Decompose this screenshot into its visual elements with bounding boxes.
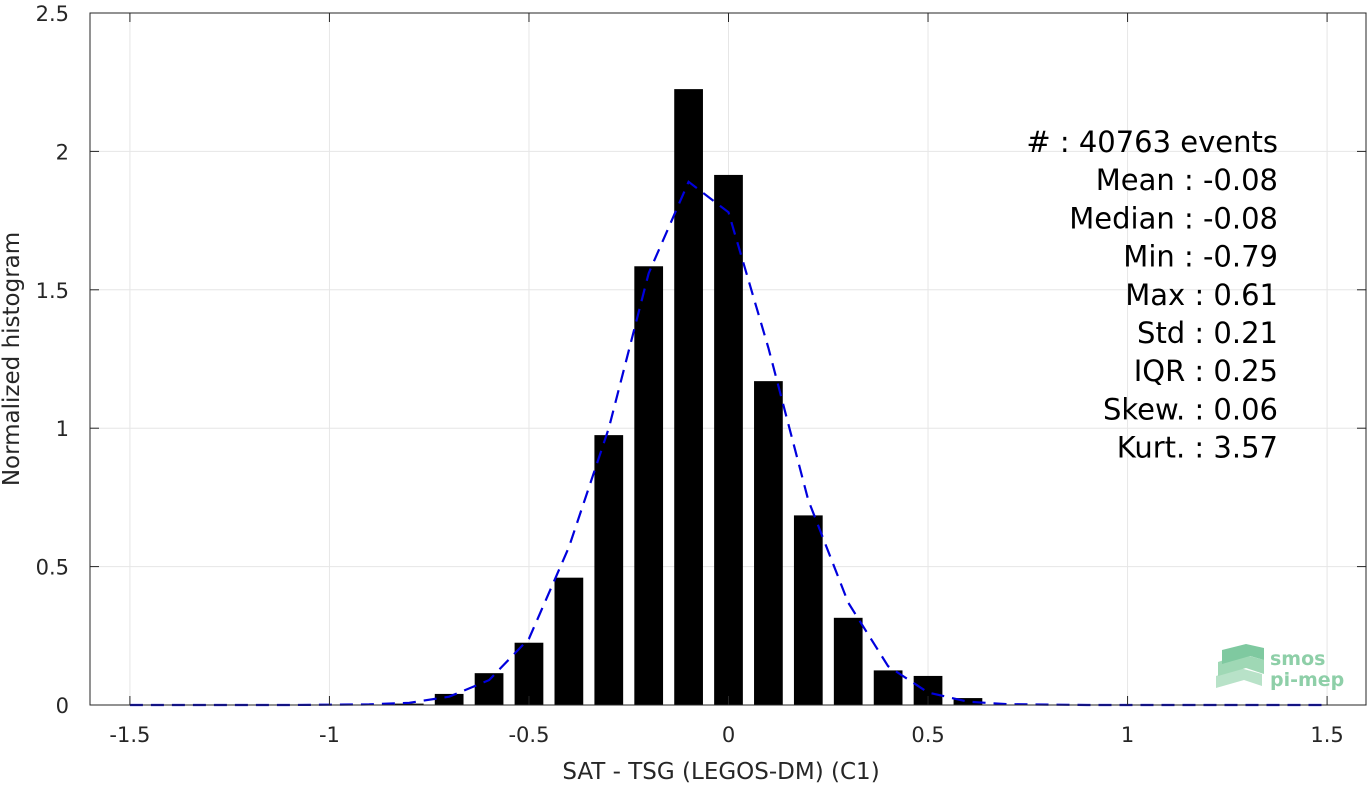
histogram-bar: [594, 435, 624, 705]
fit-curve: [129, 180, 1328, 707]
histogram-bar: [674, 89, 703, 706]
stat-line: # : 40763 events: [1026, 125, 1278, 159]
y-tick-label: 2.5: [36, 2, 69, 26]
histogram-bar: [634, 266, 664, 705]
histogram-bar: [714, 174, 743, 706]
fit-curve-line: [129, 180, 1328, 707]
y-tick-label: 0.5: [36, 556, 69, 580]
stat-line: IQR : 0.25: [1134, 354, 1278, 388]
histogram-bar: [953, 698, 983, 705]
histogram-bar: [833, 617, 863, 705]
x-tick-label: 1.5: [1310, 723, 1343, 747]
stat-line: Kurt. : 3.57: [1117, 431, 1278, 465]
stat-line: Median : -0.08: [1069, 201, 1278, 235]
histogram-bar: [474, 673, 504, 705]
x-tick-label: 0.5: [911, 723, 944, 747]
histogram-bar: [434, 693, 464, 705]
x-tick-label: -0.5: [508, 723, 549, 747]
x-tick-label: 1: [1121, 723, 1134, 747]
logo-text-smos: smos: [1270, 648, 1325, 670]
histogram-bar: [394, 703, 424, 705]
stat-line: Skew. : 0.06: [1103, 392, 1278, 426]
stat-line: Min : -0.79: [1123, 240, 1278, 274]
histogram-bars: [394, 89, 983, 706]
histogram-bar: [754, 381, 783, 705]
y-tick-label: 1: [56, 417, 69, 441]
x-axis-label: SAT - TSG (LEGOS-DM) (C1): [562, 759, 879, 785]
x-tick-label: -1.5: [109, 723, 150, 747]
histogram-bar: [514, 642, 544, 705]
y-tick-label: 2: [56, 140, 69, 164]
statistics-annotation: # : 40763 events Mean : -0.08 Median : -0.…: [1026, 125, 1278, 465]
x-axis-ticks: -1.5 -1 -0.5 0 0.5 1 1.5: [109, 13, 1344, 747]
y-axis-ticks: 0 0.5 1 1.5 2 2.5: [36, 2, 1366, 718]
histogram-bar: [793, 515, 823, 705]
smos-pimep-logo: smos pi-mep: [1216, 644, 1344, 691]
y-tick-label: 1.5: [36, 279, 69, 303]
x-tick-label: 0: [722, 723, 735, 747]
logo-text-pimep: pi-mep: [1270, 669, 1344, 691]
stat-line: Max : 0.61: [1125, 278, 1278, 312]
logo-mark-icon: [1216, 644, 1264, 688]
x-tick-label: -1: [319, 723, 340, 747]
stat-line: Mean : -0.08: [1096, 163, 1278, 197]
y-axis-label: Normalized histogram: [0, 232, 25, 486]
histogram-bar: [873, 670, 903, 705]
histogram-bar: [554, 577, 584, 705]
y-tick-label: 0: [56, 694, 69, 718]
stat-line: Std : 0.21: [1137, 316, 1278, 350]
